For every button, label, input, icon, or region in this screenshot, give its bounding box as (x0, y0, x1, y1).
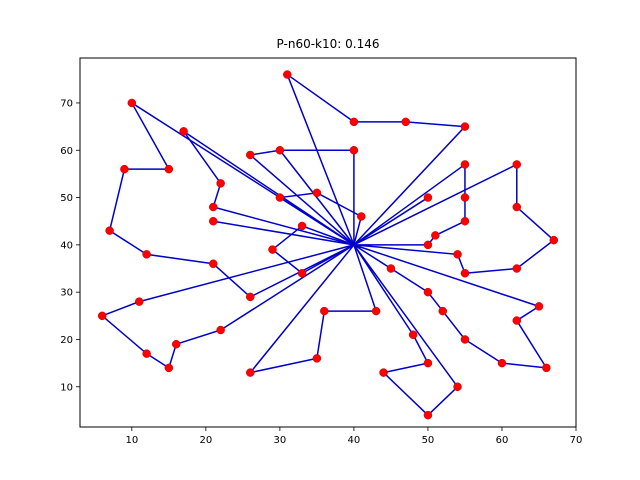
customer-point (379, 368, 388, 377)
route-line-10 (213, 220, 355, 246)
customer-point (105, 226, 114, 235)
customer-point (312, 188, 322, 198)
customer-point (401, 117, 410, 127)
customer-point (127, 98, 137, 108)
customer-point (349, 117, 359, 127)
customer-point (423, 358, 433, 368)
customer-point (512, 316, 522, 325)
x-tick-label: 50 (422, 435, 435, 446)
customer-point (349, 146, 359, 155)
customer-point (460, 193, 470, 202)
y-tick-label: 60 (60, 146, 73, 157)
customer-point (512, 264, 522, 273)
customer-point (423, 240, 433, 250)
customer-point (549, 235, 559, 245)
customer-point (216, 179, 225, 188)
customer-point (512, 202, 522, 212)
customer-point (460, 335, 470, 344)
customer-point (275, 193, 285, 202)
customer-point (164, 363, 174, 373)
x-tick-label: 40 (348, 435, 361, 446)
x-tick-label: 70 (570, 435, 583, 446)
customer-point (534, 302, 544, 311)
customer-point (453, 382, 462, 392)
customer-point (268, 245, 277, 254)
customer-point (438, 306, 447, 316)
route-line-1 (286, 73, 466, 246)
route-line-12 (101, 244, 355, 369)
customer-point (275, 146, 285, 155)
customer-point (431, 231, 440, 240)
customer-point (209, 216, 218, 226)
y-tick-label: 10 (60, 382, 73, 393)
customer-point (371, 306, 381, 316)
customer-point (216, 325, 225, 335)
x-tick-label: 60 (496, 435, 509, 446)
customer-point (171, 339, 181, 349)
x-axis: 10 20 30 40 50 60 70 (125, 427, 582, 446)
customer-point (423, 287, 433, 297)
y-tick-label: 50 (60, 193, 73, 204)
y-tick-label: 40 (60, 240, 73, 251)
customer-point (297, 221, 307, 231)
customer-point (312, 354, 322, 363)
customer-point (134, 297, 144, 306)
customer-point (246, 292, 255, 302)
customer-point (164, 164, 174, 174)
customer-point (320, 306, 329, 316)
customer-point (423, 410, 433, 420)
customer-point (142, 250, 151, 259)
customer-point (460, 216, 470, 226)
customer-point (142, 349, 151, 358)
y-tick-label: 70 (60, 98, 73, 109)
customer-point (542, 363, 551, 373)
customer-point (120, 164, 129, 174)
chart-title: P-n60-k10: 0.146 (277, 37, 380, 51)
customer-point (179, 127, 188, 136)
customer-point (246, 150, 255, 160)
customer-point (453, 250, 462, 259)
customer-point (209, 202, 218, 212)
customer-point (97, 311, 107, 321)
customer-point (460, 269, 470, 278)
x-tick-label: 30 (274, 435, 287, 446)
customer-point (512, 160, 522, 169)
customer-point (460, 160, 470, 169)
route-line-14 (353, 244, 548, 369)
y-tick-label: 20 (60, 335, 73, 346)
customer-point (297, 269, 307, 278)
route-line-9 (353, 196, 429, 246)
customer-point (246, 368, 255, 377)
route-line-2 (279, 149, 355, 246)
customer-point (408, 330, 418, 339)
route-line-13 (249, 244, 377, 374)
customer-point (283, 70, 292, 79)
customer-point (423, 193, 433, 202)
customer-point (357, 212, 366, 221)
y-tick-label: 30 (60, 288, 73, 299)
x-tick-label: 10 (125, 435, 138, 446)
customer-point (209, 259, 218, 269)
y-axis: 10 20 30 40 50 60 70 (60, 98, 80, 393)
customer-point (386, 264, 396, 273)
customer-point (497, 358, 507, 368)
customer-point (460, 122, 470, 131)
x-tick-label: 20 (199, 435, 212, 446)
customer-points (97, 70, 559, 420)
plot-frame (79, 57, 577, 428)
